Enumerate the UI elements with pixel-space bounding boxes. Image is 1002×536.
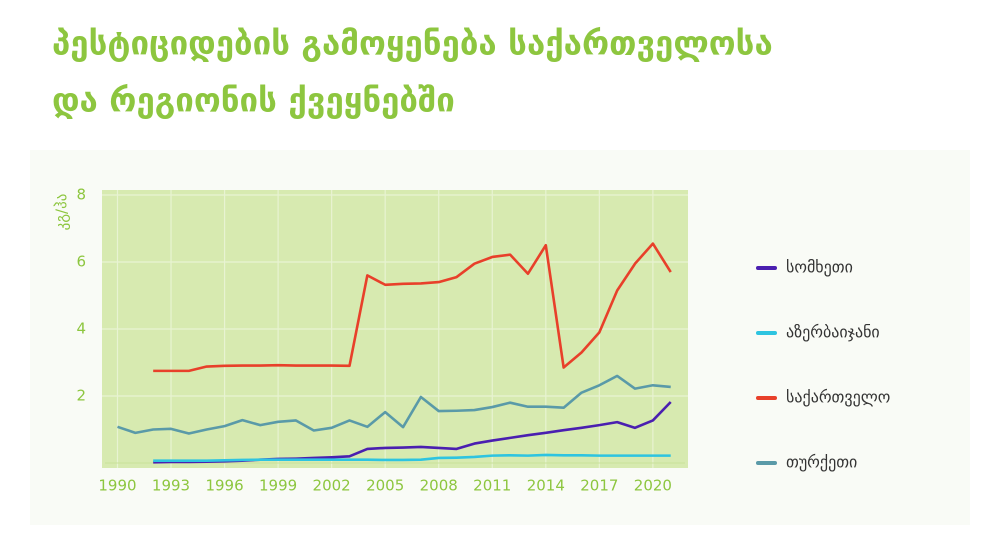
legend-label: სომხეთი bbox=[786, 258, 853, 277]
x-tick-label: 1999 bbox=[259, 477, 297, 495]
x-tick-label: 1990 bbox=[98, 477, 136, 495]
legend-label: აზერბაიჯანი bbox=[786, 323, 880, 342]
y-tick-label: 8 bbox=[76, 186, 86, 204]
y-tick-label: 6 bbox=[76, 253, 86, 271]
chart-title: და რეგიონის ქვეყნებში bbox=[52, 81, 455, 120]
line bbox=[153, 453, 671, 462]
line bbox=[117, 374, 671, 435]
chart-title: პესტიციდების გამოყენება საქართველოსა bbox=[52, 24, 773, 63]
x-tick-label: 2002 bbox=[313, 477, 351, 495]
y-tick-label: 2 bbox=[76, 387, 86, 405]
x-tick-label: 1993 bbox=[152, 477, 190, 495]
legend-label: თურქეთი bbox=[786, 453, 857, 472]
x-tick-label: 2008 bbox=[420, 477, 458, 495]
x-tick-label: 1996 bbox=[205, 477, 243, 495]
x-tick-label: 2005 bbox=[366, 477, 404, 495]
legend-label: საქართველო bbox=[786, 388, 890, 407]
x-tick-label: 2014 bbox=[527, 477, 565, 495]
line bbox=[153, 242, 672, 373]
y-tick-label: 4 bbox=[76, 320, 86, 338]
x-tick-label: 2020 bbox=[634, 477, 672, 495]
y-axis-label: კგ/ჰა bbox=[53, 194, 71, 231]
x-tick-label: 2017 bbox=[580, 477, 618, 495]
x-tick-label: 2011 bbox=[473, 477, 511, 495]
